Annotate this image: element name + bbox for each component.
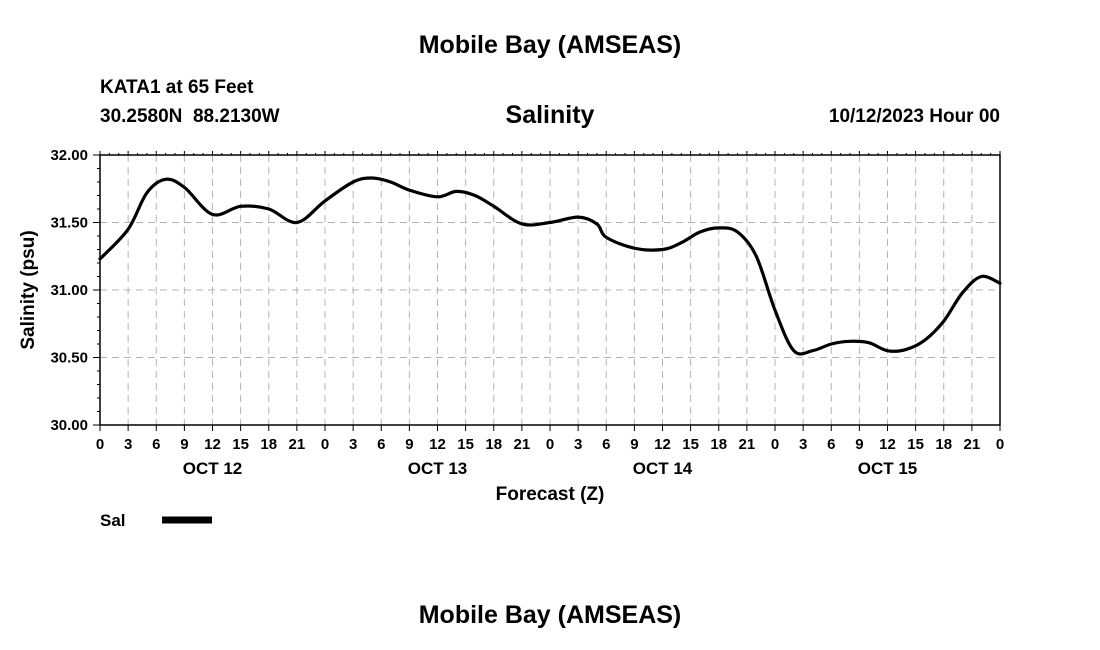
x-tick-label: 0: [321, 436, 329, 453]
x-tick-label: 0: [546, 436, 554, 453]
x-tick-label: 0: [771, 436, 779, 453]
footer-title: Mobile Bay (AMSEAS): [418, 601, 682, 629]
day-label: OCT 13: [408, 459, 468, 478]
salinity-chart: 0 3 6 9 12 15 18 21 0 3 6 9 12 15 18 21 0 3 6 9 12 15 18 21 0 3 6 9…: [18, 147, 1004, 530]
x-tick-label: 3: [799, 436, 807, 453]
x-tick-label: 6: [827, 436, 835, 453]
station-coordinates: 30.2580N 88.2130W: [100, 106, 280, 127]
x-tick-label: 6: [602, 436, 610, 453]
x-tick-label: 9: [405, 436, 413, 453]
x-tick-label: 21: [964, 436, 981, 453]
x-tick-label: 0: [996, 436, 1004, 453]
chart-variable-title: Salinity: [505, 101, 595, 129]
x-tick-label: 21: [514, 436, 531, 453]
day-label: OCT 12: [183, 459, 243, 478]
x-tick-label: 12: [429, 436, 446, 453]
chart-grid: [100, 155, 1000, 425]
page-title: Mobile Bay (AMSEAS): [418, 31, 682, 59]
day-label: OCT 14: [633, 459, 693, 478]
x-tick-label: 9: [855, 436, 863, 453]
x-tick-label: 9: [180, 436, 188, 453]
chart-axes: 0 3 6 9 12 15 18 21 0 3 6 9 12 15 18 21 0 3 6 9 12 15 18 21 0 3 6 9…: [50, 147, 1004, 478]
y-tick-label: 30.00: [50, 417, 88, 434]
x-tick-label: 12: [204, 436, 221, 453]
x-tick-label: 15: [457, 436, 474, 453]
y-axis-label: Salinity (psu): [18, 230, 39, 349]
x-tick-label: 12: [654, 436, 671, 453]
x-tick-label: 15: [232, 436, 249, 453]
x-tick-label: 18: [485, 436, 502, 453]
x-tick-label: 3: [124, 436, 132, 453]
y-tick-label: 30.50: [50, 350, 88, 367]
x-tick-label: 15: [682, 436, 699, 453]
x-tick-label: 21: [739, 436, 756, 453]
x-tick-label: 18: [260, 436, 277, 453]
x-tick-label: 6: [152, 436, 160, 453]
x-axis-label: Forecast (Z): [496, 484, 605, 505]
y-tick-label: 31.50: [50, 215, 88, 232]
x-tick-label: 3: [349, 436, 357, 453]
x-tick-label: 15: [907, 436, 924, 453]
x-tick-label: 0: [96, 436, 104, 453]
y-tick-label: 32.00: [50, 147, 88, 164]
x-tick-label: 3: [574, 436, 582, 453]
series-line-sal: [98, 176, 1002, 356]
x-tick-label: 21: [289, 436, 306, 453]
x-tick-label: 9: [630, 436, 638, 453]
x-tick-label: 18: [710, 436, 727, 453]
x-tick-label: 12: [879, 436, 896, 453]
y-tick-label: 31.00: [50, 282, 88, 299]
day-label: OCT 15: [858, 459, 918, 478]
legend-label-sal: Sal: [100, 511, 126, 530]
station-label: KATA1 at 65 Feet: [100, 77, 254, 98]
x-tick-label: 18: [935, 436, 952, 453]
x-tick-label: 6: [377, 436, 385, 453]
forecast-timestamp: 10/12/2023 Hour 00: [828, 106, 1000, 127]
